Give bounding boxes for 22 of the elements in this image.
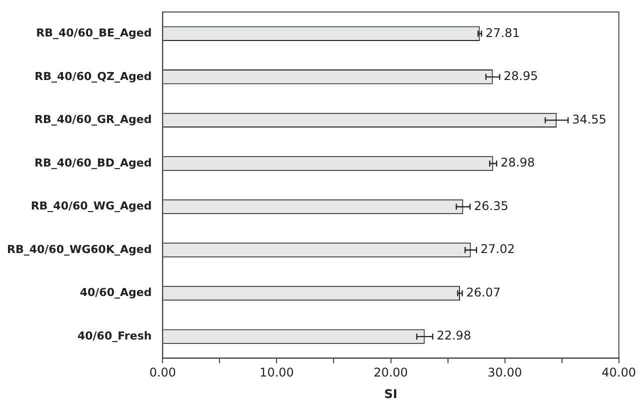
y-tick-label: RB_40/60_WG_Aged <box>30 200 152 213</box>
x-tick-label: 10.00 <box>260 366 294 380</box>
data-label: 22.98 <box>436 328 472 343</box>
data-label: 26.35 <box>474 198 508 213</box>
x-axis-title: SI <box>384 386 398 401</box>
y-tick-label: 40/60_Aged <box>80 286 152 300</box>
y-tick-label: RB_40/60_QZ_Aged <box>34 70 152 83</box>
y-tick-label: RB_40/60_BD_Aged <box>34 156 152 170</box>
data-label: 28.95 <box>504 69 538 84</box>
y-tick-label: RB_40/60_GR_Aged <box>34 113 152 126</box>
data-label: 34.55 <box>572 112 606 126</box>
x-tick-label: 20.00 <box>374 366 408 380</box>
x-tick-label: 30.00 <box>488 366 522 380</box>
y-tick-label: 40/60_Fresh <box>77 329 152 342</box>
x-tick-label: 0.00 <box>149 366 176 380</box>
data-label: 28.98 <box>500 156 535 170</box>
data-label: 27.02 <box>480 242 515 256</box>
y-tick-label: RB_40/60_WG60K_Aged <box>7 242 152 256</box>
data-label: 26.07 <box>466 285 501 300</box>
y-tick-label: RB_40/60_BE_Aged <box>36 26 152 40</box>
x-tick-label: 40.00 <box>602 366 636 380</box>
data-label: 27.81 <box>486 26 520 40</box>
